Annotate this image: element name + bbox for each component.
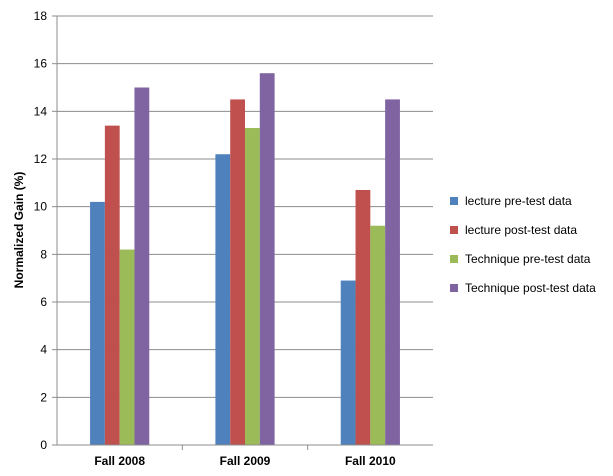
legend: lecture pre-test data lecture post-test d… (450, 194, 596, 295)
bar-1-3 (340, 280, 356, 445)
bar-2-2 (230, 99, 245, 446)
legend-swatch (450, 226, 458, 234)
y-tick-label: 0 (40, 438, 47, 452)
legend-swatch (450, 197, 458, 205)
y-tick-label: 12 (34, 152, 48, 166)
bar-2-1 (104, 125, 120, 445)
bar-1-1 (90, 201, 105, 445)
legend-swatch (450, 284, 458, 292)
bar-3-1 (119, 249, 135, 445)
legend-label: Technique pre-test data (465, 252, 591, 266)
legend-label: Technique post-test data (465, 281, 596, 295)
bars (90, 73, 400, 446)
bar-1-2 (215, 154, 231, 445)
y-tick-label: 18 (34, 9, 48, 23)
y-tick-label: 2 (40, 390, 47, 404)
axes (52, 15, 433, 450)
legend-label: lecture pre-test data (465, 194, 572, 208)
legend-swatch (450, 255, 458, 263)
x-category-label: Fall 2008 (94, 454, 145, 468)
bar-3-3 (370, 225, 386, 445)
bar-3-2 (245, 128, 260, 445)
bar-2-3 (355, 189, 371, 445)
x-category-label: Fall 2010 (345, 454, 396, 468)
bar-4-3 (385, 99, 400, 446)
y-tick-label: 10 (34, 200, 48, 214)
y-axis-title: Normalized Gain (%) (12, 172, 26, 289)
y-tick-label: 6 (40, 295, 47, 309)
x-category-labels: Fall 2008 Fall 2009 Fall 2010 (94, 454, 396, 468)
y-tick-label: 14 (34, 104, 48, 118)
bar-4-2 (259, 73, 275, 445)
y-tick-labels: 0 2 4 6 8 10 12 14 16 18 (34, 9, 48, 452)
y-tick-label: 8 (40, 247, 47, 261)
bar-4-1 (134, 87, 150, 445)
x-category-label: Fall 2009 (220, 454, 271, 468)
y-tick-label: 16 (34, 57, 48, 71)
y-tick-label: 4 (40, 343, 47, 357)
legend-label: lecture post-test data (465, 223, 577, 237)
